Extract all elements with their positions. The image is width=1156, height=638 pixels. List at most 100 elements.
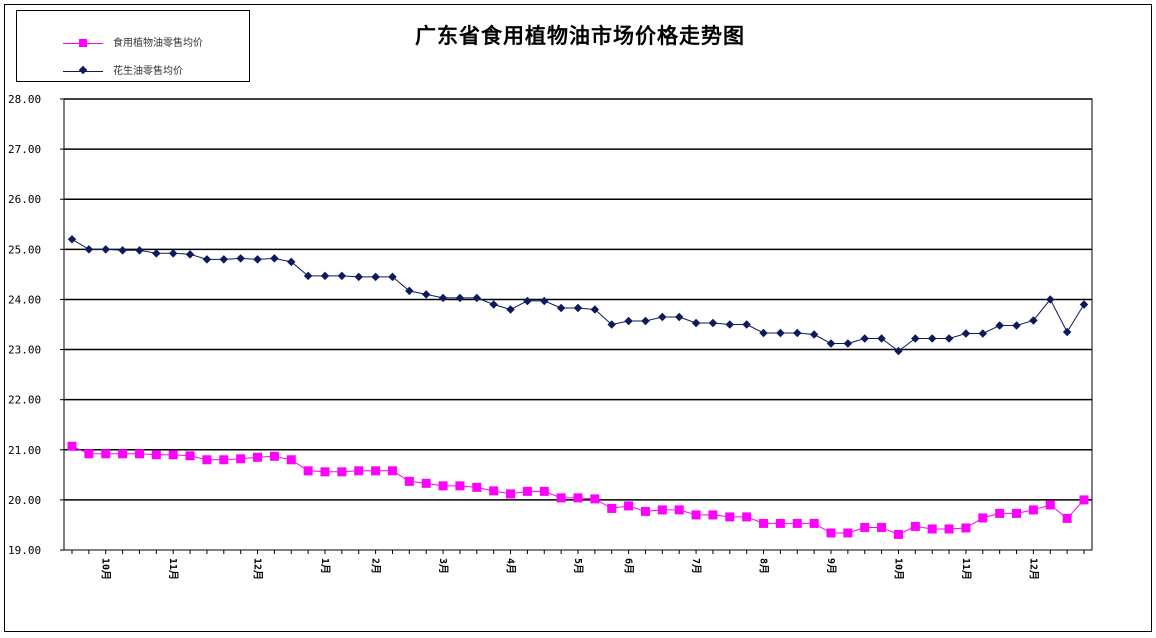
x-month-label: 2月 — [370, 558, 382, 574]
data-point-edible-oil — [775, 518, 785, 528]
data-point-peanut-oil — [843, 339, 853, 348]
data-point-peanut-oil — [624, 316, 633, 326]
data-point-peanut-oil — [303, 271, 313, 281]
data-point-edible-oil — [84, 449, 94, 459]
data-point-peanut-oil — [219, 255, 229, 264]
plot-area — [63, 98, 1093, 551]
x-month-label: 11月 — [167, 558, 179, 580]
data-point-peanut-oil — [337, 271, 347, 281]
y-tick-label: 28.00 — [8, 93, 41, 106]
data-point-peanut-oil — [472, 293, 482, 303]
data-point-peanut-oil — [759, 328, 768, 338]
data-point-edible-oil — [421, 478, 431, 488]
legend-item-edible-oil: 食用植物油零售均价 — [17, 36, 249, 52]
data-point-edible-oil — [860, 522, 870, 532]
y-tick-label: 25.00 — [8, 243, 41, 256]
data-point-peanut-oil — [455, 293, 465, 303]
data-point-edible-oil — [1012, 508, 1022, 518]
data-point-peanut-oil — [489, 300, 498, 309]
data-point-edible-oil — [826, 528, 836, 538]
data-point-edible-oil — [506, 489, 516, 499]
data-point-edible-oil — [320, 467, 330, 477]
data-point-peanut-oil — [1029, 316, 1038, 325]
data-point-peanut-oil — [287, 257, 296, 267]
data-point-peanut-oil — [185, 250, 195, 259]
square-marker-icon — [79, 39, 87, 47]
data-point-edible-oil — [1028, 505, 1038, 515]
data-point-peanut-oil — [506, 305, 515, 314]
data-point-edible-oil — [725, 512, 735, 522]
data-point-peanut-oil — [742, 320, 751, 329]
data-point-peanut-oil — [978, 329, 988, 338]
data-point-peanut-oil — [152, 249, 161, 258]
x-month-label: 4月 — [505, 558, 517, 574]
data-point-peanut-oil — [590, 305, 600, 314]
data-point-peanut-oil — [641, 316, 650, 326]
data-point-peanut-oil — [911, 334, 920, 343]
data-point-edible-oil — [371, 466, 381, 476]
x-month-label: 6月 — [623, 558, 635, 574]
data-point-peanut-oil — [523, 296, 532, 306]
data-point-edible-oil — [978, 513, 988, 523]
data-point-peanut-oil — [1046, 295, 1055, 304]
y-tick-label: 23.00 — [8, 344, 41, 357]
data-point-edible-oil — [269, 451, 279, 461]
x-month-label: 7月 — [690, 558, 702, 574]
data-point-peanut-oil — [961, 329, 971, 338]
data-point-edible-oil — [354, 466, 364, 476]
data-point-peanut-oil — [674, 312, 684, 322]
x-month-label: 8月 — [758, 558, 770, 574]
data-point-edible-oil — [624, 501, 634, 511]
data-point-peanut-oil — [1079, 300, 1089, 309]
data-point-edible-oil — [809, 518, 819, 528]
y-tick-label: 22.00 — [8, 394, 41, 407]
data-point-edible-oil — [455, 481, 465, 491]
y-tick-label: 19.00 — [8, 544, 41, 557]
data-point-edible-oil — [67, 441, 77, 451]
data-point-peanut-oil — [826, 339, 836, 348]
y-tick-label: 27.00 — [8, 143, 41, 156]
data-point-edible-oil — [472, 482, 482, 492]
data-point-edible-oil — [893, 529, 903, 539]
data-point-edible-oil — [590, 494, 600, 504]
data-point-edible-oil — [489, 486, 499, 496]
data-point-peanut-oil — [101, 245, 110, 254]
data-point-edible-oil — [253, 452, 263, 462]
data-point-edible-oil — [202, 455, 212, 465]
data-point-edible-oil — [1062, 513, 1072, 523]
data-point-edible-oil — [185, 451, 195, 461]
data-point-peanut-oil — [725, 320, 735, 329]
x-month-label: 5月 — [572, 558, 584, 574]
data-point-edible-oil — [607, 503, 617, 513]
data-point-edible-oil — [674, 505, 684, 515]
data-point-peanut-oil — [1062, 327, 1072, 337]
x-month-label: 10月 — [100, 558, 112, 580]
data-point-edible-oil — [438, 481, 448, 491]
data-point-edible-oil — [539, 486, 549, 496]
data-point-peanut-oil — [202, 255, 212, 264]
data-point-peanut-oil — [354, 272, 363, 282]
x-month-label: 9月 — [825, 558, 837, 574]
data-point-edible-oil — [337, 467, 347, 477]
data-point-edible-oil — [236, 454, 246, 464]
data-point-edible-oil — [995, 508, 1005, 518]
legend: 食用植物油零售均价 花生油零售均价 — [16, 10, 250, 82]
x-month-label: 12月 — [252, 558, 264, 580]
legend-item-peanut-oil: 花生油零售均价 — [17, 64, 249, 80]
data-point-peanut-oil — [809, 330, 819, 339]
data-point-peanut-oil — [573, 303, 583, 313]
data-point-peanut-oil — [860, 334, 869, 343]
data-point-peanut-oil — [388, 272, 397, 282]
legend-label-peanut-oil: 花生油零售均价 — [113, 66, 183, 77]
data-point-edible-oil — [657, 505, 667, 515]
data-point-peanut-oil — [708, 318, 718, 328]
data-point-peanut-oil — [118, 246, 127, 255]
data-point-peanut-oil — [540, 296, 549, 306]
data-point-edible-oil — [792, 518, 802, 528]
data-point-peanut-oil — [556, 303, 566, 313]
data-point-peanut-oil — [927, 334, 937, 343]
data-point-peanut-oil — [1012, 321, 1021, 330]
data-point-edible-oil — [910, 521, 920, 531]
data-point-edible-oil — [134, 449, 144, 459]
